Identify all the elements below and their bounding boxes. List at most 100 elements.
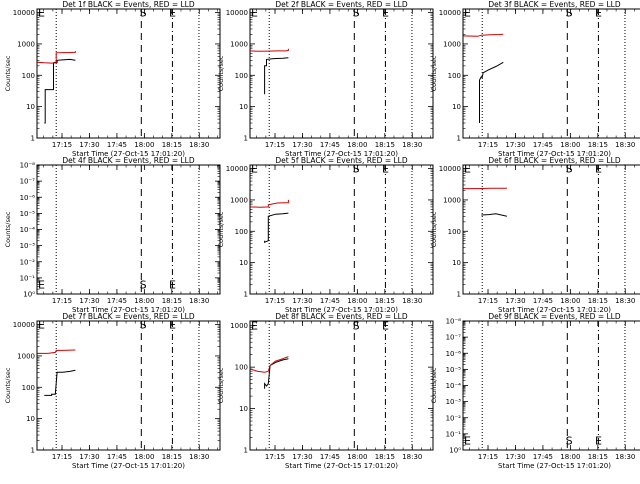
y-tick-label: 1 [244, 447, 248, 455]
y-tick-label: 10⁻⁶ [446, 350, 462, 358]
y-tick-label: 100 [235, 364, 248, 372]
y-tick-label: 10⁻³ [20, 242, 36, 250]
x-tick-label: 17:15 [265, 141, 285, 149]
y-tick-label: 10000 [226, 165, 248, 173]
x-tick-label: 18:00 [560, 141, 580, 149]
y-tick-label: 1000 [230, 322, 248, 330]
y-tick-label: 10⁻¹ [20, 274, 36, 282]
series-events-line [44, 59, 75, 123]
x-axis-label: Start Time (27-Oct-15 17:01:20) [285, 462, 398, 470]
x-tick-label: 18:15 [162, 453, 182, 461]
x-axis-label: Start Time (27-Oct-15 17:01:20) [72, 462, 185, 470]
y-axis-label: Counts/sec [4, 211, 12, 247]
marker-E: E [382, 320, 389, 333]
y-tick-label: 1 [457, 135, 461, 143]
x-tick-label: 17:45 [107, 453, 127, 461]
y-tick-label: 10 [239, 405, 248, 413]
plot-frame [463, 9, 640, 138]
x-tick-label: 17:15 [478, 453, 498, 461]
y-tick-label: 10 [26, 103, 35, 111]
x-tick-label: 17:30 [79, 297, 99, 305]
y-tick-label: 100 [235, 72, 248, 80]
y-axis-label: Counts/sec [4, 367, 12, 403]
y-tick-label: 10⁻⁷ [446, 334, 462, 342]
marker-S: S [566, 434, 573, 447]
y-axis-label: Counts/sec [217, 367, 225, 403]
y-axis-label: Counts/sec [430, 367, 438, 403]
y-tick-label: 10⁻⁸ [446, 318, 462, 326]
y-axis-label: Counts/sec [217, 55, 225, 91]
x-tick-label: 18:00 [134, 453, 154, 461]
y-tick-label: 10000 [439, 165, 461, 173]
marker-E: E [464, 434, 471, 447]
x-tick-label: 17:30 [79, 141, 99, 149]
y-tick-label: 10⁻⁴ [20, 226, 36, 234]
y-tick-label: 10000 [226, 9, 248, 17]
x-tick-label: 17:30 [505, 453, 525, 461]
x-tick-label: 17:15 [478, 141, 498, 149]
x-tick-label: 17:45 [320, 297, 340, 305]
panel-9: Det 9f BLACK = Events, RED = LLD10⁰10⁻¹1… [430, 312, 640, 470]
y-tick-label: 1 [457, 291, 461, 299]
y-tick-label: 10⁻² [20, 258, 36, 266]
x-tick-label: 17:15 [265, 297, 285, 305]
x-tick-label: 17:15 [478, 297, 498, 305]
series-events-line [265, 58, 289, 94]
y-tick-label: 100 [448, 72, 461, 80]
x-tick-label: 17:45 [107, 141, 127, 149]
series-lld-line [250, 49, 288, 52]
marker-E: E [595, 434, 602, 447]
y-tick-label: 1 [244, 135, 248, 143]
series-events-line [44, 370, 75, 395]
panel-7: Det 7f BLACK = Events, RED = LLD11010010… [4, 312, 220, 470]
x-tick-label: 18:15 [588, 141, 608, 149]
panel-8: Det 8f BLACK = Events, RED = LLD11010010… [217, 312, 433, 470]
plot-frame [250, 9, 433, 138]
x-tick-label: 18:00 [347, 453, 367, 461]
y-tick-label: 10⁻⁷ [20, 178, 36, 186]
x-tick-label: 17:45 [533, 297, 553, 305]
x-tick-label: 18:30 [402, 297, 422, 305]
x-tick-label: 18:00 [134, 141, 154, 149]
x-tick-label: 17:45 [533, 453, 553, 461]
x-tick-label: 18:00 [134, 297, 154, 305]
y-tick-label: 10 [239, 259, 248, 267]
y-tick-label: 10⁰ [23, 291, 35, 299]
y-tick-label: 1 [31, 447, 35, 455]
x-tick-label: 17:30 [505, 141, 525, 149]
x-tick-label: 17:30 [79, 453, 99, 461]
x-tick-label: 18:30 [189, 297, 209, 305]
series-events-line [481, 214, 507, 217]
x-tick-label: 18:00 [347, 141, 367, 149]
x-tick-label: 17:15 [52, 453, 72, 461]
series-lld-line [250, 357, 288, 373]
y-tick-label: 1 [244, 291, 248, 299]
y-tick-label: 100 [235, 228, 248, 236]
x-tick-label: 18:30 [402, 141, 422, 149]
y-tick-label: 10000 [439, 9, 461, 17]
y-tick-label: 1000 [443, 40, 461, 48]
plot-frame [250, 321, 433, 450]
y-axis-label: Counts/sec [217, 211, 225, 247]
panel-3: Det 3f BLACK = Events, RED = LLD11010010… [430, 0, 640, 158]
plot-frame [463, 321, 640, 450]
y-tick-label: 10 [239, 103, 248, 111]
x-tick-label: 17:30 [292, 453, 312, 461]
x-tick-label: 17:30 [505, 297, 525, 305]
x-tick-label: 17:30 [292, 141, 312, 149]
x-tick-label: 18:30 [615, 453, 635, 461]
y-tick-label: 10⁻⁴ [446, 382, 462, 390]
marker-E: E [169, 278, 176, 291]
x-tick-label: 17:45 [320, 453, 340, 461]
panel-4: Det 4f BLACK = Events, RED = LLD10⁰10⁻¹1… [4, 156, 220, 314]
y-tick-label: 10 [452, 103, 461, 111]
y-tick-label: 10⁻⁸ [20, 162, 36, 170]
plot-frame [463, 165, 640, 294]
y-tick-label: 1000 [17, 352, 35, 360]
marker-E: E [38, 278, 45, 291]
y-tick-label: 10 [26, 415, 35, 423]
y-tick-label: 10⁻¹ [446, 430, 462, 438]
y-tick-label: 10000 [13, 9, 35, 17]
